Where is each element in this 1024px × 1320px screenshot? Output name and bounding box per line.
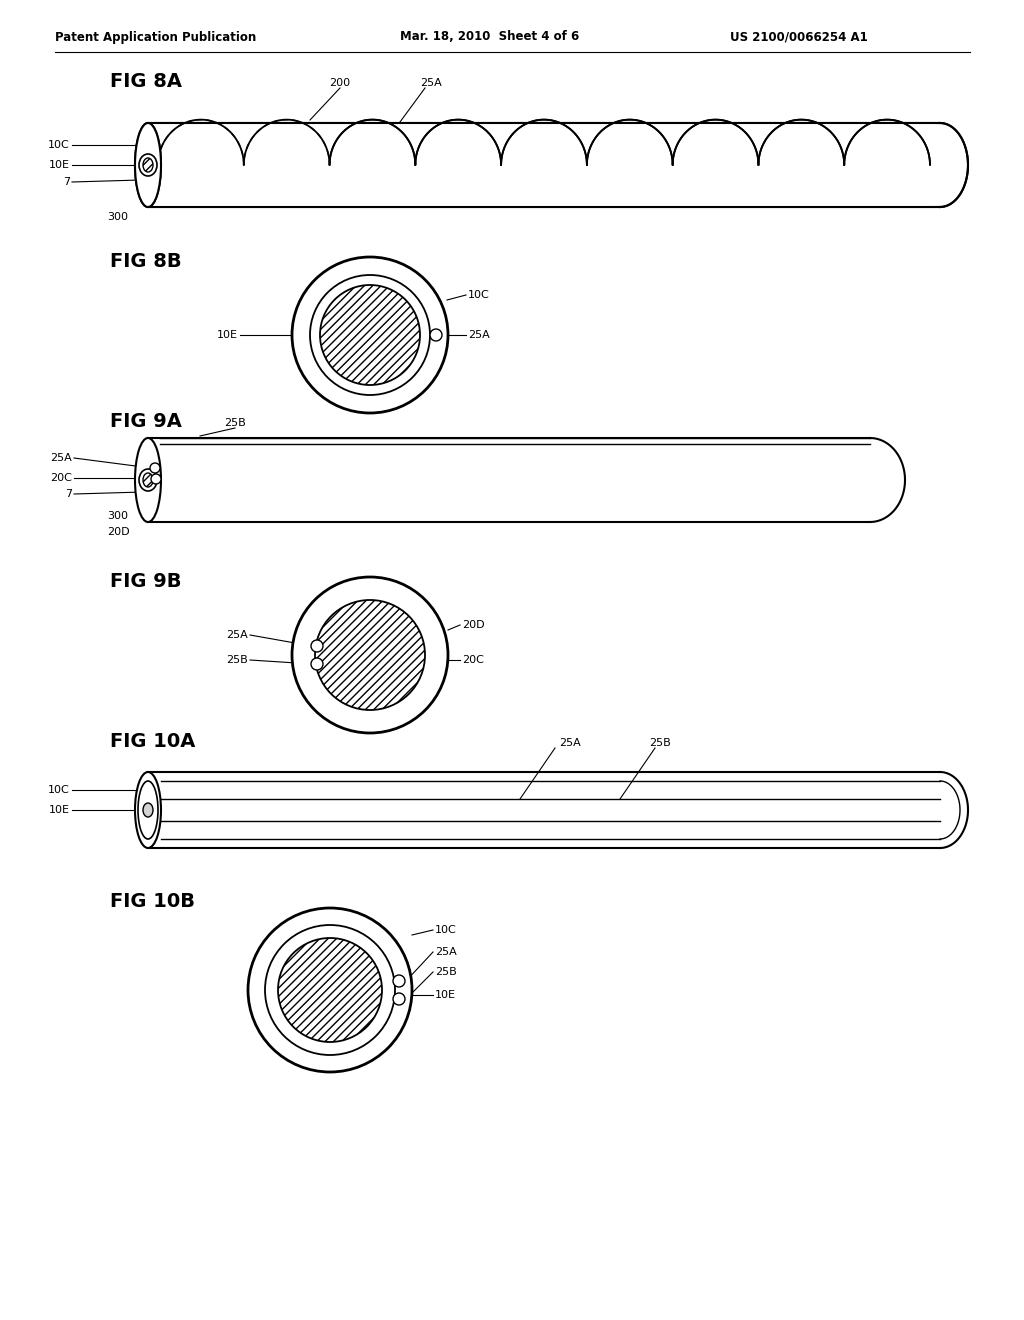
Ellipse shape	[135, 123, 161, 207]
Text: 10C: 10C	[48, 140, 70, 150]
Circle shape	[430, 329, 442, 341]
Circle shape	[150, 463, 160, 473]
Ellipse shape	[143, 158, 153, 172]
Ellipse shape	[265, 925, 395, 1055]
Text: 10C: 10C	[435, 925, 457, 935]
Text: 20D: 20D	[106, 527, 130, 537]
Text: FIG 9A: FIG 9A	[110, 412, 182, 432]
Text: FIG 10A: FIG 10A	[110, 733, 196, 751]
Text: 25A: 25A	[559, 738, 581, 748]
Ellipse shape	[315, 601, 425, 710]
Text: 10E: 10E	[49, 160, 70, 170]
Text: 10C: 10C	[468, 290, 489, 300]
Text: 25A: 25A	[468, 330, 489, 341]
Text: 7: 7	[65, 488, 72, 499]
Text: 7: 7	[62, 177, 70, 187]
Text: Patent Application Publication: Patent Application Publication	[55, 30, 256, 44]
Ellipse shape	[319, 285, 420, 385]
Circle shape	[393, 993, 406, 1005]
Ellipse shape	[139, 154, 157, 176]
Ellipse shape	[143, 473, 153, 487]
Circle shape	[311, 640, 323, 652]
Text: 25A: 25A	[420, 78, 441, 88]
Text: US 2100/0066254 A1: US 2100/0066254 A1	[730, 30, 867, 44]
Text: FIG 10B: FIG 10B	[110, 892, 195, 911]
Text: 25A: 25A	[226, 630, 248, 640]
Circle shape	[151, 474, 161, 484]
Text: 25A: 25A	[435, 946, 457, 957]
Ellipse shape	[139, 154, 157, 176]
Text: 10C: 10C	[48, 785, 70, 795]
Ellipse shape	[135, 772, 161, 847]
Text: FIG 8B: FIG 8B	[110, 252, 181, 271]
Text: FIG 8A: FIG 8A	[110, 73, 182, 91]
Ellipse shape	[139, 469, 157, 491]
Ellipse shape	[143, 158, 153, 172]
Text: 10E: 10E	[435, 990, 456, 1001]
Ellipse shape	[292, 257, 449, 413]
Text: 20C: 20C	[462, 655, 484, 665]
Bar	[153, 124, 935, 206]
Ellipse shape	[278, 939, 382, 1041]
Text: 25B: 25B	[649, 738, 671, 748]
Ellipse shape	[292, 577, 449, 733]
Text: 20D: 20D	[462, 620, 484, 630]
Text: FIG 9B: FIG 9B	[110, 572, 181, 591]
Ellipse shape	[138, 781, 158, 840]
Text: 25B: 25B	[226, 655, 248, 665]
Circle shape	[393, 975, 406, 987]
Text: 300: 300	[106, 511, 128, 521]
Text: 25B: 25B	[435, 968, 457, 977]
Text: 10E: 10E	[217, 330, 238, 341]
Text: 25A: 25A	[50, 453, 72, 463]
Text: 25B: 25B	[224, 418, 246, 428]
Ellipse shape	[135, 123, 161, 207]
Ellipse shape	[143, 803, 153, 817]
Text: Mar. 18, 2010  Sheet 4 of 6: Mar. 18, 2010 Sheet 4 of 6	[400, 30, 580, 44]
Ellipse shape	[135, 438, 161, 521]
Text: 20C: 20C	[50, 473, 72, 483]
Text: 200: 200	[330, 78, 350, 88]
Circle shape	[311, 657, 323, 671]
Ellipse shape	[310, 275, 430, 395]
Text: 10E: 10E	[49, 805, 70, 814]
Ellipse shape	[248, 908, 412, 1072]
Text: 300: 300	[106, 213, 128, 222]
